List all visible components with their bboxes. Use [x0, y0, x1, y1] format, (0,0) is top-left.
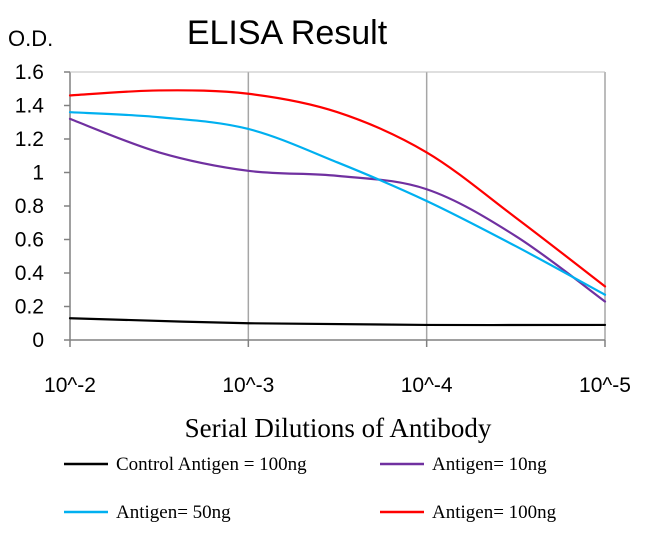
- y-tick-label: 1: [32, 162, 44, 185]
- y-tick-labels: 0 0.2 0.4 0.6 0.8 1 1.2 1.4 1.6: [15, 61, 45, 352]
- grid-lines: [247, 72, 606, 340]
- y-tick-label: 0.2: [15, 296, 44, 319]
- x-tick-label: 10^-4: [401, 374, 453, 397]
- y-tick-label: 1.4: [15, 95, 45, 118]
- series-line: [68, 117, 607, 303]
- chart-title: ELISA Result: [187, 14, 388, 52]
- x-tick-label: 10^-2: [44, 374, 96, 397]
- x-tick-label: 10^-5: [579, 374, 631, 397]
- series-lines: [68, 89, 607, 327]
- y-tick-label: 0.6: [15, 229, 44, 252]
- legend: Control Antigen = 100ng Antigen= 10ng Anti…: [64, 454, 557, 523]
- y-tick-label: 1.6: [15, 61, 44, 84]
- series-line: [68, 317, 607, 327]
- y-tick-label: 0: [32, 329, 44, 352]
- y-tick-label: 1.2: [15, 128, 44, 151]
- y-tick-label: 0.4: [15, 262, 45, 285]
- y-axis-label: O.D.: [8, 26, 53, 51]
- legend-label: Antigen= 100ng: [432, 502, 557, 523]
- series-line: [68, 111, 607, 296]
- x-tick-labels: 10^-2 10^-3 10^-4 10^-5: [44, 374, 631, 397]
- legend-label: Control Antigen = 100ng: [116, 454, 307, 475]
- axes: [64, 71, 606, 347]
- x-tick-label: 10^-3: [222, 374, 274, 397]
- x-axis-label: Serial Dilutions of Antibody: [185, 413, 492, 443]
- legend-label: Antigen= 10ng: [432, 454, 547, 475]
- y-tick-label: 0.8: [15, 195, 44, 218]
- legend-label: Antigen= 50ng: [116, 502, 231, 523]
- series-line: [68, 89, 607, 288]
